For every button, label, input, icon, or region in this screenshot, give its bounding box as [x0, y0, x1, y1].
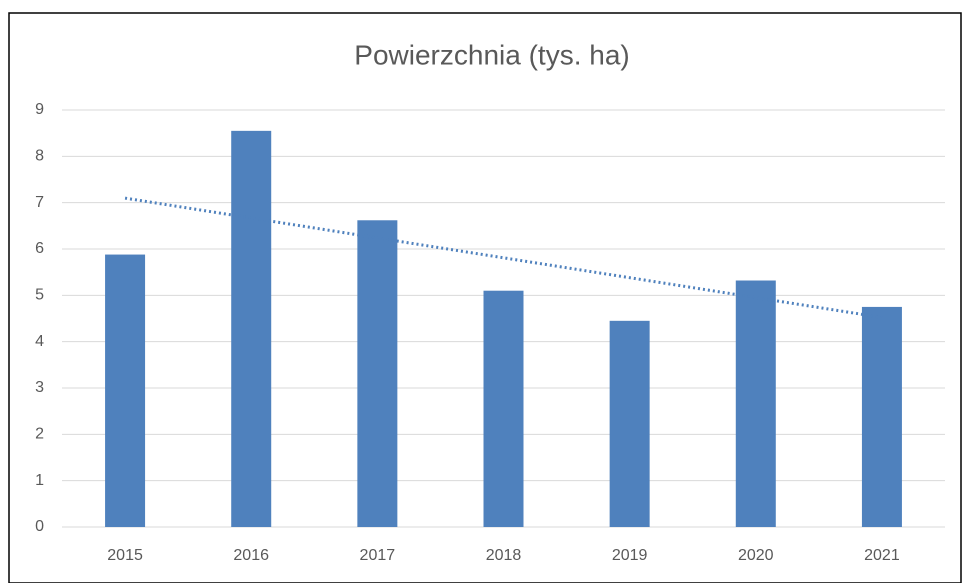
y-tick-label: 9 — [35, 101, 44, 118]
bar — [609, 320, 650, 527]
x-tick-label: 2016 — [233, 547, 269, 564]
bar — [861, 306, 902, 527]
y-tick-label: 1 — [35, 472, 44, 489]
bar — [105, 254, 146, 527]
x-tick-label: 2019 — [612, 547, 648, 564]
x-tick-label: 2018 — [486, 547, 522, 564]
chart-title: Powierzchnia (tys. ha) — [354, 39, 629, 70]
y-tick-label: 2 — [35, 426, 44, 443]
y-tick-label: 4 — [35, 333, 44, 350]
bar — [735, 280, 776, 527]
x-tick-label: 2015 — [107, 547, 143, 564]
y-tick-label: 0 — [35, 518, 44, 535]
bar — [357, 220, 398, 528]
x-tick-label: 2021 — [864, 547, 900, 564]
bar — [231, 130, 272, 527]
bar — [483, 290, 524, 527]
y-tick-label: 7 — [35, 194, 44, 211]
x-tick-label: 2020 — [738, 547, 774, 564]
y-tick-label: 3 — [35, 379, 44, 396]
x-tick-label: 2017 — [360, 547, 396, 564]
y-tick-label: 8 — [35, 148, 44, 165]
y-tick-label: 6 — [35, 240, 44, 257]
y-tick-label: 5 — [35, 287, 44, 304]
